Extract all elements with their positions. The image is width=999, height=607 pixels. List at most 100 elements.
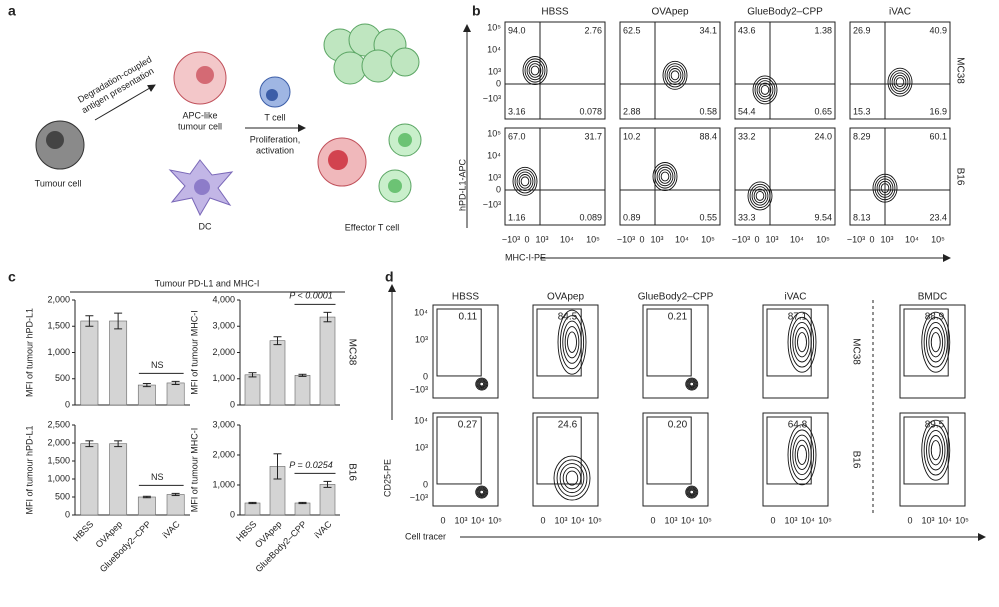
contour — [567, 331, 577, 353]
x-tick-label: −10³ — [847, 234, 865, 244]
bar — [244, 374, 261, 406]
y-tick-label: 1,000 — [212, 479, 235, 489]
y-tick-label: 10⁴ — [414, 307, 428, 317]
x-tick-label: 10⁴ — [471, 515, 485, 525]
contour — [666, 65, 684, 86]
contour — [891, 72, 909, 92]
y-tick-label: 500 — [55, 491, 70, 501]
flow-plot — [619, 21, 721, 120]
column-header: OVApep — [651, 7, 688, 18]
contour — [689, 489, 695, 495]
x-tick-label: 10³ — [921, 515, 934, 525]
gate-value: 88.9 — [925, 312, 945, 323]
column-header: iVAC — [889, 7, 911, 18]
contour — [514, 169, 536, 194]
contour — [923, 424, 948, 476]
contour — [760, 84, 770, 95]
bar — [166, 494, 185, 516]
contour — [476, 378, 488, 390]
gate-value: 87.1 — [788, 312, 808, 323]
row-label: MC38 — [346, 339, 357, 366]
x-tick-label: 0 — [540, 515, 545, 525]
bar — [137, 384, 156, 406]
quadrant-value: 9.54 — [814, 212, 832, 222]
contour — [754, 77, 776, 102]
gate — [646, 308, 692, 377]
y-tick-label: 0 — [230, 509, 235, 519]
gate — [436, 416, 482, 485]
contour — [747, 181, 773, 211]
cell-label: Effector T cell — [345, 222, 400, 232]
row-label: B16 — [954, 168, 965, 186]
contour — [787, 311, 817, 373]
y-tick-label: 2,500 — [47, 419, 70, 429]
x-tick-label: 10⁵ — [818, 515, 832, 525]
contour — [893, 74, 907, 90]
quadrant-value: 1.16 — [508, 212, 526, 222]
contour — [477, 487, 487, 497]
y-tick-label: 0 — [65, 399, 70, 409]
gate — [436, 308, 482, 377]
quadrant-value: 2.76 — [584, 25, 602, 35]
quadrant-value: 54.4 — [738, 106, 756, 116]
annotation: P = 0.0254 — [289, 460, 332, 470]
y-tick-label: 0 — [496, 184, 501, 194]
bar — [319, 484, 336, 516]
panel-label: d — [385, 269, 394, 285]
contour — [792, 434, 812, 476]
y-tick-label: 2,000 — [212, 449, 235, 459]
y-tick-label: 1,500 — [47, 455, 70, 465]
y-tick-label: −10³ — [483, 93, 501, 103]
y-tick-label: 4,000 — [212, 294, 235, 304]
bar — [244, 502, 261, 516]
quadrant-value: 26.9 — [853, 25, 871, 35]
annotation: NS — [151, 360, 164, 370]
contour — [475, 377, 489, 391]
axis-label: CD25-PE — [382, 459, 392, 497]
x-tick-label: 10⁴ — [675, 234, 689, 244]
flow-plot — [762, 304, 829, 399]
row-label: B16 — [346, 463, 357, 481]
contour — [755, 190, 765, 201]
flow-plot — [734, 127, 836, 226]
annotation: activation — [256, 145, 294, 155]
x-tick-label: 10⁴ — [801, 515, 815, 525]
cell-label: tumour cell — [178, 121, 222, 131]
quadrant-value: 1.38 — [814, 25, 832, 35]
flow-plot — [432, 412, 499, 507]
x-tick-label: 10³ — [765, 234, 778, 244]
x-tick-label: 10⁴ — [938, 515, 952, 525]
contour — [752, 75, 778, 105]
y-tick-label: 10³ — [415, 334, 428, 344]
gate — [903, 308, 949, 377]
quadrant-value: 0.65 — [814, 106, 832, 116]
contour — [928, 435, 944, 466]
x-tick-label: 10³ — [650, 234, 663, 244]
x-tick-label: GlueBody2–CPP — [98, 519, 153, 574]
x-tick-label: 10³ — [784, 515, 797, 525]
contour — [688, 380, 696, 388]
quadrant-value: 88.4 — [699, 131, 717, 141]
flow-plot — [734, 21, 836, 120]
y-tick-label: 10⁴ — [487, 44, 501, 54]
contour — [921, 419, 951, 481]
x-tick-label: 10³ — [454, 515, 467, 525]
contour — [528, 63, 542, 78]
contour — [878, 180, 892, 196]
contour — [930, 440, 941, 461]
gate-value: 0.27 — [458, 420, 478, 431]
annotation: NS — [151, 472, 164, 482]
row-label: MC38 — [954, 57, 965, 84]
x-tick-label: 10⁵ — [488, 515, 502, 525]
x-tick-label: 0 — [639, 234, 644, 244]
y-tick-label: 1,000 — [47, 473, 70, 483]
contour — [794, 327, 810, 358]
flow-plot — [642, 412, 709, 507]
panel-label: c — [8, 269, 16, 285]
contour — [685, 485, 699, 499]
contour — [559, 315, 585, 370]
column-header: OVApep — [547, 292, 584, 303]
contour — [749, 183, 771, 208]
bar — [294, 375, 311, 406]
quadrant-value: 40.9 — [929, 25, 947, 35]
